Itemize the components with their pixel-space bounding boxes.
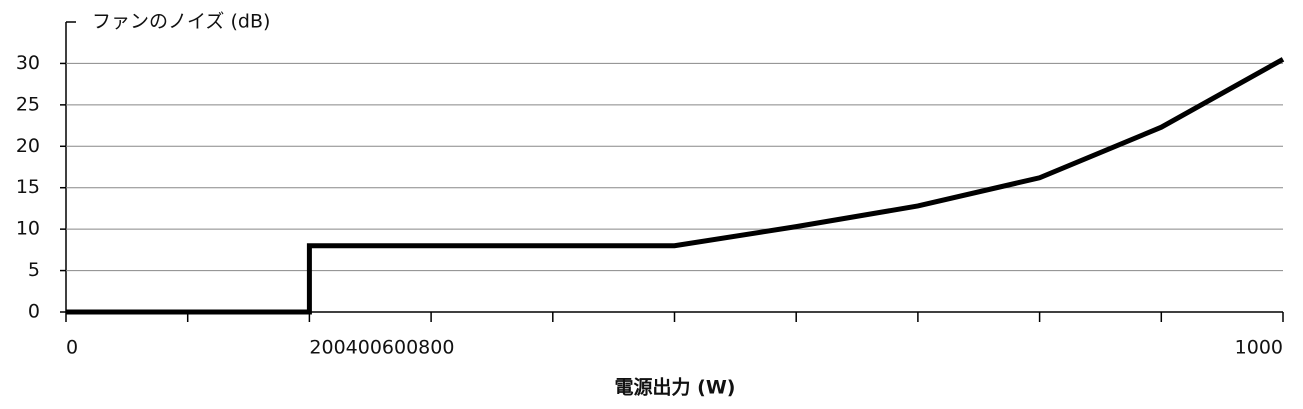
line — [66, 57, 1285, 315]
y-tick-label: 30 — [16, 52, 40, 74]
x-tick-label: 1000 — [1235, 337, 1283, 359]
y-tick-label: 10 — [16, 218, 40, 240]
x-tick-label: 200400600800 — [309, 337, 454, 359]
x-axis-label: 電源出力 (W) — [615, 376, 736, 399]
y-axis-label: ファンのノイズ (dB) — [92, 11, 270, 33]
y-tick-label: 15 — [16, 176, 40, 198]
y-tick-label: 5 — [28, 259, 40, 281]
y-tick-label: 0 — [28, 301, 40, 323]
y-tick-label: 25 — [16, 93, 40, 115]
y-tick-label: 20 — [16, 135, 40, 157]
x-tick-label: 0 — [66, 337, 78, 359]
